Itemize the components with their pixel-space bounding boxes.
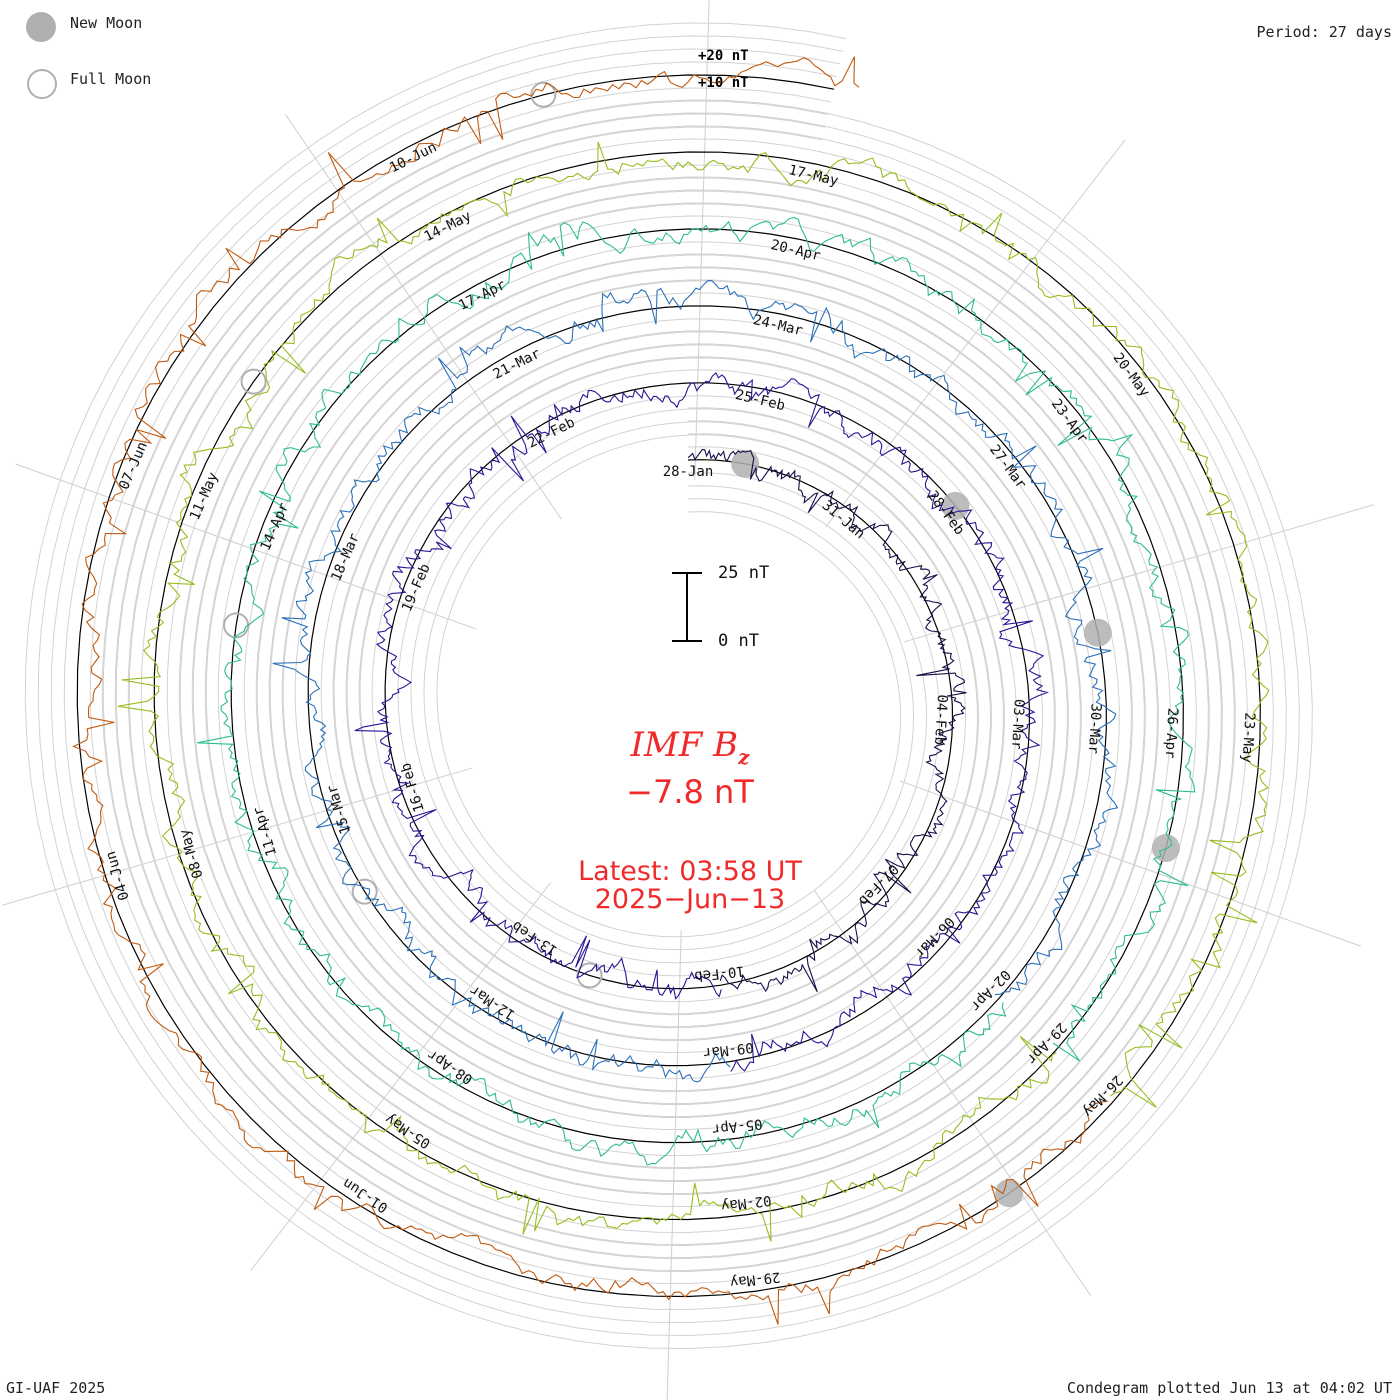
date-label: 03-Mar bbox=[1008, 698, 1027, 749]
date-label: 29-May bbox=[729, 1268, 781, 1290]
latest-time: Latest: 03:58 UT 2025−Jun−13 bbox=[0, 858, 1380, 914]
grid-ring bbox=[24, 22, 1313, 1350]
grid-ring bbox=[102, 100, 1235, 1272]
data-trace-rotation bbox=[687, 448, 967, 993]
data-trace-rotation bbox=[72, 56, 1109, 1325]
scale-bar bbox=[672, 572, 702, 642]
date-label: 25-Feb bbox=[734, 387, 787, 414]
scale-bottom-label: 0 nT bbox=[718, 631, 759, 651]
grid-ring bbox=[50, 48, 1287, 1324]
full-moon-marker bbox=[530, 81, 557, 108]
full-moon-legend-label: Full Moon bbox=[70, 70, 152, 88]
plus10-reference-label: +10 nT bbox=[698, 75, 749, 91]
grid-rings bbox=[24, 22, 1313, 1350]
data-trace-rotation bbox=[354, 372, 1049, 1072]
spoke-line bbox=[250, 882, 551, 1271]
baseline-spiral-path bbox=[76, 74, 1261, 1298]
full-moon-marker bbox=[351, 878, 378, 905]
baseline-spiral bbox=[76, 74, 1261, 1298]
latest-date-line: 2025−Jun−13 bbox=[594, 884, 786, 915]
new-moon-marker bbox=[995, 1179, 1024, 1208]
date-label: 30-Mar bbox=[1085, 703, 1104, 754]
spoke-line bbox=[903, 504, 1375, 643]
grid-ring bbox=[89, 87, 1248, 1285]
data-trace-rotation bbox=[117, 141, 1270, 1242]
plus20-reference-label: +20 nT bbox=[698, 48, 749, 64]
new-moon-marker bbox=[941, 491, 970, 520]
full-moon-marker bbox=[240, 368, 267, 395]
date-label: 26-Apr bbox=[1162, 707, 1181, 758]
spoke-line bbox=[825, 139, 1126, 528]
date-label: 10-Feb bbox=[693, 962, 745, 984]
parameter-subscript: z bbox=[738, 745, 750, 769]
plotted-timestamp: Condegram plotted Jun 13 at 04:02 UT bbox=[1066, 1379, 1392, 1397]
new-moon-marker bbox=[1151, 834, 1180, 863]
grid-ring bbox=[128, 126, 1209, 1246]
grid-ring bbox=[63, 61, 1274, 1311]
parameter-name: IMF B bbox=[630, 725, 739, 765]
moon-markers bbox=[223, 81, 1180, 1208]
parameter-title: IMF Bz bbox=[0, 725, 1380, 769]
date-label: 05-Apr bbox=[711, 1115, 763, 1137]
date-label: 09-Mar bbox=[702, 1039, 754, 1061]
new-moon-legend-icon bbox=[26, 12, 56, 42]
full-moon-legend-icon bbox=[27, 69, 57, 99]
latest-time-line: Latest: 03:58 UT bbox=[578, 856, 802, 887]
new-moon-legend-label: New Moon bbox=[70, 14, 143, 32]
spoke-line bbox=[285, 114, 562, 520]
data-trace-rotation bbox=[197, 216, 1196, 1166]
date-label: 23-May bbox=[1239, 712, 1258, 763]
grid-ring bbox=[115, 113, 1222, 1259]
scale-top-label: 25 nT bbox=[718, 563, 770, 583]
spoke-line bbox=[694, 0, 710, 481]
spoke-line bbox=[666, 929, 682, 1400]
grid-ring bbox=[37, 35, 1300, 1337]
new-moon-marker bbox=[1083, 618, 1112, 647]
data-traces bbox=[72, 56, 1270, 1325]
current-value: −7.8 nT bbox=[626, 773, 754, 811]
period-label: Period: 27 days bbox=[1256, 23, 1392, 41]
data-trace-rotation bbox=[272, 280, 1119, 1083]
date-label: 28-Jan bbox=[663, 464, 714, 480]
credit-label: GI-UAF 2025 bbox=[6, 1379, 106, 1397]
date-label: 04-Feb bbox=[931, 694, 950, 745]
spoke-line bbox=[814, 890, 1091, 1296]
date-label: 02-May bbox=[720, 1192, 772, 1214]
